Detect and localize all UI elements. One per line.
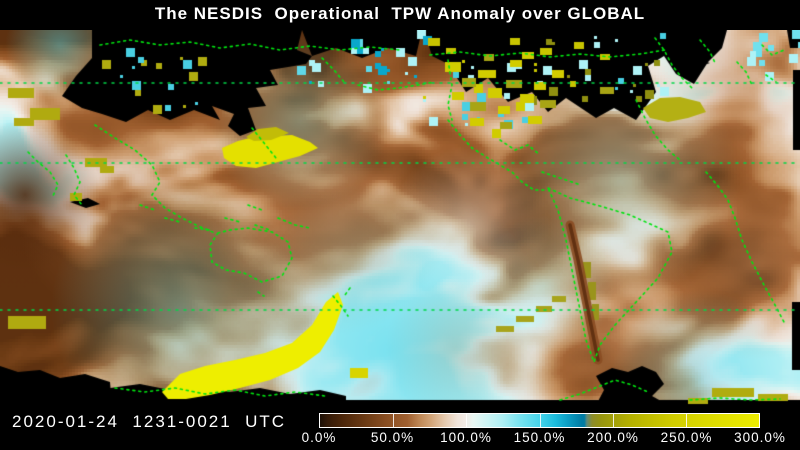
colorbar-tick (612, 414, 614, 427)
colorbar-label: 0.0% (301, 430, 337, 445)
colorbar-label: 250.0% (660, 430, 713, 445)
colorbar-tick (466, 414, 468, 427)
colorbar-labels: 0.0% 50.0% 100.0% 150.0% 200.0% 250.0% 300.0% (302, 430, 785, 446)
colorbar-tick (393, 414, 395, 427)
colorbar-label: 300.0% (734, 430, 786, 445)
page-title: The NESDIS Operational TPW Anomaly over … (154, 4, 646, 23)
colorbar-gradient (319, 413, 760, 428)
colorbar-tick (539, 414, 541, 427)
tpw-anomaly-world-map (0, 30, 800, 405)
colorbar-tick (685, 414, 687, 427)
colorbar-label: 150.0% (513, 430, 566, 445)
colorbar-label: 200.0% (587, 430, 639, 445)
timestamp-label: 2020-01-24 1231-0021 UTC (12, 412, 287, 431)
colorbar-label: 50.0% (370, 430, 415, 445)
colorbar-label: 100.0% (440, 430, 492, 445)
